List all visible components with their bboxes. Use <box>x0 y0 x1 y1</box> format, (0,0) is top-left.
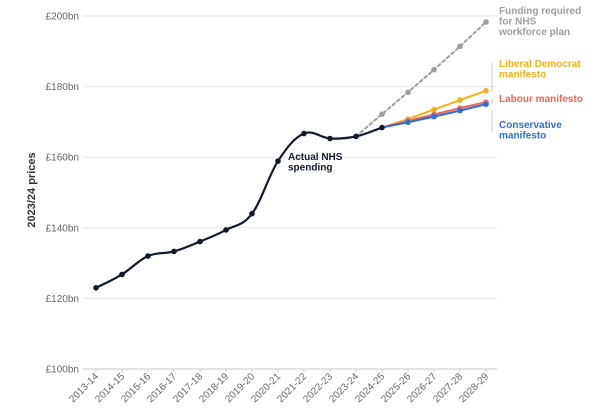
series-funding-required-for-nhs-workforce-plan <box>355 19 489 138</box>
annotation-line: manifesto <box>499 70 546 81</box>
data-point <box>145 253 151 259</box>
data-point <box>405 119 411 126</box>
data-point <box>405 89 411 96</box>
data-point <box>197 238 203 245</box>
x-tick-labels: 2013-142014-152015-162016-172017-182018-… <box>67 369 491 405</box>
data-point <box>223 227 229 233</box>
data-point <box>431 66 437 73</box>
annotation-line: Actual NHS <box>288 152 343 163</box>
data-point <box>431 106 437 113</box>
data-point <box>379 111 385 117</box>
data-point <box>457 107 463 114</box>
data-point <box>93 285 99 291</box>
y-tick-label: £100bn <box>46 365 79 376</box>
annotation-conservative-manifesto: Conservative manifesto <box>499 120 562 142</box>
annotation-liberal-democrat-manifesto: Liberal Democrat manifesto <box>499 59 581 81</box>
annotation-line: workforce plan <box>498 27 570 38</box>
data-point <box>483 19 489 25</box>
annotation-line: Labour manifesto <box>499 94 583 105</box>
annotation-line: Funding required <box>499 6 581 17</box>
x-tick-label: 2028-29 <box>457 371 491 405</box>
series-line <box>355 21 487 138</box>
annotation-line: Liberal Democrat <box>499 59 581 70</box>
data-point <box>379 124 385 131</box>
series-actual-nhs-spending <box>93 124 385 291</box>
data-point <box>327 135 333 142</box>
annotation-line: Conservative <box>499 120 562 131</box>
y-axis-label: 2023/24 prices <box>26 152 38 227</box>
data-point <box>171 248 177 255</box>
data-point <box>301 130 307 137</box>
series-layer <box>93 19 489 291</box>
series-liberal-democrat-manifesto <box>381 88 489 129</box>
data-point <box>431 113 437 120</box>
annotation-line: spending <box>288 163 332 174</box>
data-point <box>119 271 125 278</box>
series-annotations: Actual NHS spending Funding required for NH… <box>288 6 583 174</box>
data-point <box>457 43 463 50</box>
data-point <box>457 97 463 103</box>
y-tick-label: £200bn <box>46 12 79 23</box>
annotation-line: for NHS <box>499 17 537 28</box>
data-point <box>275 158 281 164</box>
series-conservative-manifesto <box>381 101 489 129</box>
annotation-actual-nhs-spending: Actual NHS spending <box>288 152 343 174</box>
y-tick-label: £120bn <box>46 294 79 305</box>
data-point <box>249 210 255 217</box>
y-tick-labels: £100bn £120bn £140bn £160bn £180bn £200bn <box>46 12 79 376</box>
data-point <box>353 133 359 140</box>
y-tick-label: £140bn <box>46 223 79 234</box>
y-tick-label: £180bn <box>46 82 79 93</box>
annotation-funding-required-for-nhs-workforce-plan: Funding required for NHS workforce plan <box>498 6 581 38</box>
y-tick-label: £160bn <box>46 153 79 164</box>
annotation-line: manifesto <box>499 131 546 142</box>
data-point <box>483 88 489 94</box>
data-point <box>483 101 489 108</box>
annotation-labour-manifesto: Labour manifesto <box>499 94 583 105</box>
